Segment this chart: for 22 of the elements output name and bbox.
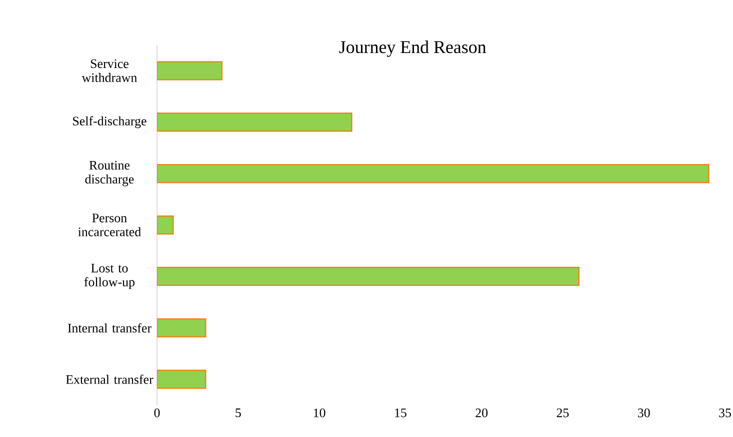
bar bbox=[157, 112, 352, 132]
bar bbox=[157, 370, 206, 389]
x-tick-label: 25 bbox=[556, 408, 569, 418]
bar bbox=[157, 318, 206, 338]
x-tick-label: 35 bbox=[719, 408, 731, 418]
y-tick-label: Self-discharge bbox=[73, 116, 146, 128]
y-tick-label: Lost to follow-up bbox=[84, 264, 135, 290]
x-tick-label: 15 bbox=[395, 408, 406, 418]
x-tick-label: 20 bbox=[476, 408, 488, 418]
x-tick-label: 0 bbox=[154, 408, 160, 418]
y-tick-label: Service withdrawn bbox=[82, 59, 137, 82]
y-tick-label: Internal transfer bbox=[68, 323, 152, 332]
bar bbox=[157, 164, 710, 184]
bar bbox=[157, 61, 222, 80]
chart-title: Journey End Reason bbox=[339, 40, 486, 57]
x-tick-label: 30 bbox=[638, 408, 650, 418]
x-tick-label: 5 bbox=[236, 408, 241, 418]
bar bbox=[157, 266, 580, 286]
x-tick-label: 10 bbox=[314, 408, 326, 418]
y-tick-label: External transfer bbox=[66, 374, 154, 384]
y-tick-label: Person incarcerated bbox=[78, 214, 141, 236]
y-tick-label: Routine discharge bbox=[85, 160, 134, 186]
